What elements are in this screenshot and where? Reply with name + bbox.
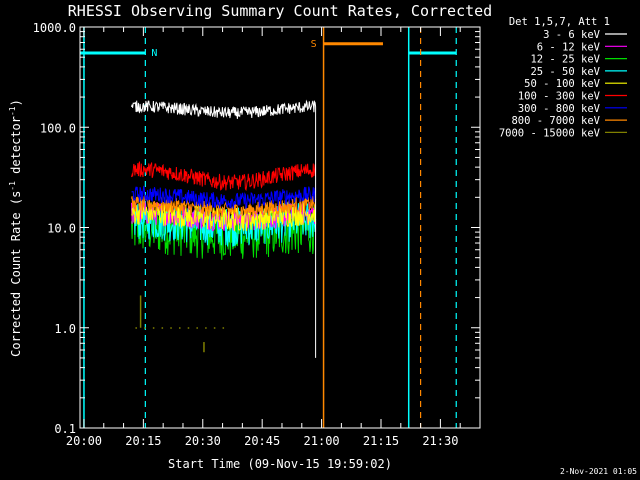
series-line-3-6-keV — [131, 99, 317, 358]
legend-entry-label: 3 - 6 keV — [543, 29, 601, 41]
footer-timestamp: 2-Nov-2021 01:05 — [560, 467, 637, 476]
legend-entry-label: 6 - 12 keV — [537, 41, 601, 53]
y-tick-label: 100.0 — [40, 121, 76, 135]
series-point-7000-15000-keV — [196, 327, 198, 329]
night-flag-label: N — [151, 48, 157, 59]
series-point-7000-15000-keV — [144, 327, 146, 329]
legend-entry-label: 100 - 300 keV — [518, 91, 601, 103]
x-tick-label: 20:45 — [244, 434, 280, 448]
axis-layer: 1000.0 100.0 10.0 1.0 0.120:00 20:15 20:30 20:4… — [33, 21, 480, 448]
y-tick-label: 1.0 — [54, 322, 76, 336]
series-line-300-800-keV — [131, 185, 317, 211]
legend-entry-label: 25 - 50 keV — [530, 66, 600, 78]
y-tick-label: 10.0 — [47, 222, 76, 236]
y-tick-label: 0.1 — [54, 422, 76, 436]
flag-layer: NS — [80, 27, 457, 428]
series-point-7000-15000-keV — [179, 327, 181, 329]
legend-header: Det 1,5,7, Att 1 — [509, 16, 610, 28]
series-point-7000-15000-keV — [222, 327, 225, 329]
x-tick-label: 21:30 — [422, 434, 458, 448]
series-layer — [131, 99, 317, 358]
y-tick-label: 1000.0 — [33, 21, 76, 35]
y-axis-label: Corrected Count Rate (s-1 detector-1) — [8, 99, 23, 357]
series-point-7000-15000-keV — [170, 327, 172, 329]
x-tick-label: 21:00 — [304, 434, 340, 448]
series-point-7000-15000-keV — [213, 327, 216, 329]
series-point-7000-15000-keV — [135, 327, 137, 329]
series-line-100-300-keV — [131, 161, 317, 192]
y-axis-label-sup2: -1 — [8, 106, 17, 116]
y-axis-label-main: Corrected Count Rate (s — [9, 191, 23, 357]
x-tick-label: 21:15 — [363, 434, 399, 448]
x-axis-label: Start Time (09-Nov-15 19:59:02) — [168, 457, 392, 471]
series-point-7000-15000-keV — [152, 327, 155, 329]
saa-flag-label: S — [311, 39, 317, 50]
legend-entry-label: 50 - 100 keV — [524, 78, 601, 90]
y-axis-label-sup1: -1 — [8, 181, 17, 191]
series-point-7000-15000-keV — [161, 327, 164, 329]
series-point-7000-15000-keV — [187, 327, 190, 329]
legend-entry-label: 800 - 7000 keV — [511, 115, 600, 127]
series-point-7000-15000-keV — [205, 327, 207, 329]
x-tick-label: 20:00 — [66, 434, 102, 448]
x-tick-label: 20:30 — [185, 434, 221, 448]
legend-entry-label: 12 - 25 keV — [530, 54, 600, 66]
x-tick-label: 20:15 — [125, 434, 161, 448]
chart-title: RHESSI Observing Summary Count Rates, Co… — [68, 2, 492, 20]
y-axis-label-mid: detector — [9, 116, 23, 181]
y-axis-label-end: ) — [9, 99, 23, 106]
legend-entry-label: 7000 - 15000 keV — [499, 127, 601, 139]
legend-entry-label: 300 - 800 keV — [518, 103, 601, 115]
